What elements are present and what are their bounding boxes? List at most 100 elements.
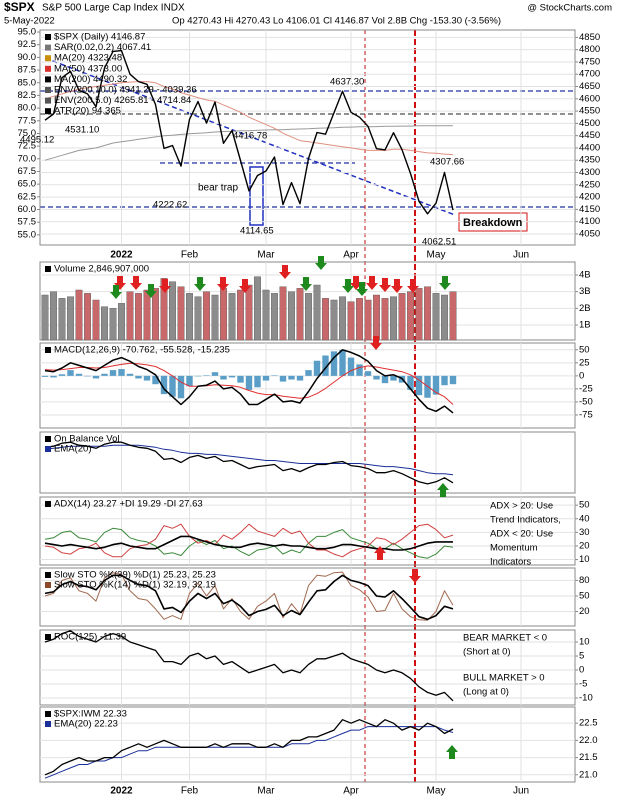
bar [432, 375, 440, 395]
bar [169, 281, 176, 341]
y-tick-label: 4500 [579, 118, 600, 129]
panel-frame [39, 706, 576, 783]
panel-frame [39, 342, 576, 429]
legend-swatch [45, 347, 51, 353]
legend-swatch [45, 87, 51, 93]
y-tick-label: 50 [579, 500, 590, 511]
bar [211, 294, 219, 341]
y-tick-label: 0 [579, 370, 584, 381]
signal-arrow [194, 277, 206, 291]
signal-arrow [342, 279, 354, 293]
bar [143, 289, 151, 341]
annotation: 4416.78 [233, 131, 267, 142]
series-line [44, 535, 453, 551]
y-tick-label: -75 [579, 409, 593, 420]
x-tick-label: May [427, 786, 446, 797]
bar [84, 375, 91, 377]
y-tick-label: 4250 [579, 179, 600, 190]
y2-tick-label: 62.5 [18, 191, 37, 202]
series-line [44, 523, 454, 558]
y-tick-label: 21.5 [579, 752, 598, 763]
signal-arrow [437, 483, 449, 497]
legend-label: ROC(125) -11.39 [54, 632, 126, 643]
legend-swatch [45, 266, 51, 272]
legend-label: ENV(200,10.0) 4941.29 - 4039.36 [54, 85, 197, 96]
y-tick-label: 22.0 [579, 735, 598, 746]
annotation: Breakdown [463, 217, 523, 229]
bar [339, 349, 346, 376]
legend-swatch [45, 65, 51, 72]
bar [152, 375, 159, 385]
bar [441, 375, 448, 386]
x-tick-label: Feb [181, 786, 199, 797]
y2-tick-label: 90.0 [18, 52, 37, 63]
x-tick-label: May [427, 250, 446, 261]
bar [415, 288, 423, 341]
y-tick-label: 10 [579, 637, 590, 648]
bar [126, 373, 134, 376]
annotation: BEAR MARKET < 0 [463, 633, 547, 644]
y-tick-label: 4650 [579, 81, 600, 92]
bar [186, 293, 193, 341]
bar [271, 293, 278, 341]
bar [398, 293, 406, 341]
bar [245, 284, 253, 341]
bar [169, 375, 176, 397]
legend-swatch [45, 76, 51, 83]
bar [118, 369, 125, 376]
bar [177, 286, 185, 341]
x-tick-label: Jun [513, 250, 529, 261]
bar [254, 375, 261, 388]
bar [279, 375, 287, 382]
bar [75, 373, 83, 376]
bar [390, 296, 397, 341]
legend-swatch [45, 34, 51, 40]
y-tick-label: 4300 [579, 167, 600, 178]
x-tick-label: Apr [343, 250, 359, 261]
y-tick-label: 21.0 [579, 769, 598, 780]
bar [58, 374, 66, 376]
bar [339, 296, 346, 341]
bar [67, 296, 74, 341]
y-tick-label: 3B [579, 286, 591, 297]
bar [109, 370, 117, 376]
legend-swatch [45, 44, 51, 51]
signal-arrow [366, 276, 378, 290]
bar [449, 291, 457, 341]
annotation: ADX > 20: Use [490, 501, 553, 512]
y-tick-label: -50 [579, 396, 593, 407]
bar [407, 375, 414, 390]
bar [296, 288, 304, 341]
y-tick-label: 80 [579, 575, 590, 586]
y-tick-label: 10 [579, 554, 590, 565]
y2-tick-label: 77.5 [18, 115, 37, 126]
y-tick-label: 50 [579, 590, 590, 601]
legend-swatch [45, 501, 51, 507]
bar [262, 375, 270, 381]
bar [84, 293, 91, 341]
bar [381, 375, 389, 384]
annotation: ADX < 20: Use [490, 529, 553, 540]
legend-swatch [45, 572, 51, 578]
bar [160, 375, 168, 395]
legend-swatch [45, 582, 51, 588]
bar [313, 360, 321, 376]
annotation: (Short at 0) [463, 647, 511, 658]
bar [364, 371, 372, 376]
panel-frame [39, 431, 576, 494]
signal-arrow [439, 276, 451, 290]
bar [203, 375, 210, 376]
bar [41, 294, 49, 341]
signal-arrow [279, 265, 291, 279]
bar [364, 299, 372, 341]
y2-tick-label: 80.0 [18, 103, 37, 114]
bar [67, 370, 74, 376]
y-tick-label: 4050 [579, 228, 600, 239]
series-line [44, 125, 453, 161]
annotation: BULL MARKET > 0 [463, 673, 545, 684]
y-tick-label: 4200 [579, 192, 600, 203]
x-tick-label: 2022 [110, 250, 133, 261]
legend-label: MA(20) 4323.48 [54, 53, 122, 64]
y-tick-label: 0 [579, 665, 584, 676]
legend-label: $SPX (Daily) 4146.87 [54, 32, 145, 43]
